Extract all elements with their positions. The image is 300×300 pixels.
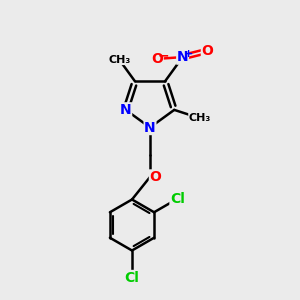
Text: O: O	[201, 44, 213, 58]
Text: O: O	[149, 170, 161, 184]
Text: Cl: Cl	[170, 192, 185, 206]
Text: N: N	[177, 50, 188, 64]
Text: −: −	[158, 48, 169, 62]
Text: N: N	[120, 103, 132, 117]
Text: +: +	[183, 49, 193, 59]
Text: N: N	[144, 121, 156, 134]
Text: Cl: Cl	[124, 271, 140, 284]
Text: CH₃: CH₃	[189, 113, 211, 123]
Text: O: O	[151, 52, 163, 66]
Text: CH₃: CH₃	[108, 55, 130, 64]
